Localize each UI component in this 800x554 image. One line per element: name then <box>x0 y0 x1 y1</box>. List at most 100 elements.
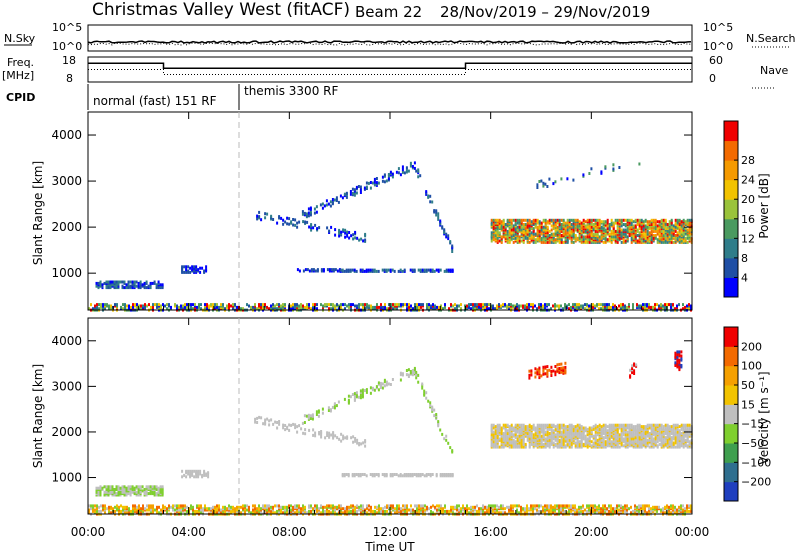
data-cell <box>113 286 116 290</box>
data-cell <box>343 397 346 401</box>
data-cell <box>393 473 396 476</box>
data-cell <box>588 304 590 308</box>
data-cell <box>412 307 414 311</box>
data-cell <box>103 490 106 494</box>
data-cell <box>397 171 400 175</box>
data-cell <box>148 504 150 508</box>
data-cell <box>381 382 384 386</box>
data-cell <box>568 504 570 508</box>
data-cell <box>378 305 380 309</box>
data-cell <box>576 303 578 307</box>
data-cell <box>412 508 414 512</box>
data-cell <box>336 269 339 273</box>
data-cell <box>568 231 571 235</box>
data-cell <box>534 238 537 242</box>
data-cell <box>312 226 315 230</box>
data-cell <box>122 303 124 307</box>
data-cell <box>280 505 282 509</box>
beam-label: Beam 22 <box>355 3 422 21</box>
data-cell <box>137 493 140 497</box>
data-cell <box>373 268 376 272</box>
data-cell <box>359 393 362 397</box>
data-cell <box>437 420 440 424</box>
data-cell <box>452 505 454 509</box>
data-cell <box>294 504 296 508</box>
data-cell <box>148 508 150 512</box>
data-cell <box>382 507 384 511</box>
colorbar-tick-label: 24 <box>741 174 755 187</box>
data-cell <box>360 504 362 508</box>
data-cell <box>244 504 246 508</box>
data-cell <box>367 181 370 185</box>
data-cell <box>348 505 350 509</box>
data-cell <box>214 508 216 512</box>
data-cell <box>534 433 537 437</box>
data-cell <box>117 280 120 284</box>
data-cell <box>628 221 631 225</box>
data-cell <box>441 473 444 476</box>
data-cell <box>110 505 112 509</box>
data-cell <box>530 220 533 224</box>
data-cell <box>654 229 657 233</box>
data-cell <box>466 508 468 512</box>
data-cell <box>494 307 496 311</box>
data-cell <box>634 511 636 515</box>
data-cell <box>445 473 448 476</box>
data-cell <box>199 266 202 270</box>
data-cell <box>498 437 501 441</box>
data-cell <box>646 303 648 307</box>
data-cell <box>320 430 323 433</box>
data-cell <box>512 234 515 237</box>
data-cell <box>356 438 359 442</box>
data-cell <box>570 423 573 427</box>
data-cell <box>670 218 673 222</box>
data-cell <box>506 429 509 433</box>
data-cell <box>560 508 562 512</box>
data-cell <box>546 240 549 244</box>
data-cell <box>429 194 432 198</box>
data-cell <box>584 239 587 243</box>
data-cell <box>540 232 543 236</box>
data-cell <box>216 504 218 508</box>
data-cell <box>189 469 192 473</box>
data-cell <box>588 240 591 244</box>
data-cell <box>630 240 633 244</box>
data-cell <box>314 504 316 508</box>
data-cell <box>326 504 328 508</box>
data-cell <box>354 508 356 512</box>
data-cell <box>94 304 96 308</box>
data-cell <box>626 511 628 515</box>
data-cell <box>502 423 505 427</box>
data-cell <box>396 303 398 307</box>
data-cell <box>397 167 400 171</box>
data-cell <box>450 505 452 509</box>
data-cell <box>399 378 402 382</box>
data-cell <box>107 280 110 284</box>
data-cell <box>552 221 555 225</box>
data-cell <box>542 234 545 237</box>
data-cell <box>550 423 553 427</box>
data-cell <box>419 473 422 476</box>
data-cell <box>364 439 367 443</box>
data-cell <box>349 192 352 196</box>
data-cell <box>566 225 569 229</box>
data-cell <box>371 473 374 476</box>
data-cell <box>145 280 148 284</box>
data-cell <box>121 485 124 489</box>
data-cell <box>248 304 250 308</box>
data-cell <box>132 509 134 513</box>
data-cell <box>442 507 444 511</box>
data-cell <box>332 268 335 272</box>
data-cell <box>472 505 474 509</box>
data-cell <box>423 389 426 393</box>
data-cell <box>398 303 400 307</box>
data-cell <box>98 307 100 311</box>
data-cell <box>294 426 297 430</box>
data-cell <box>574 218 577 222</box>
data-cell <box>646 225 649 229</box>
data-cell <box>520 442 523 446</box>
data-cell <box>352 440 355 444</box>
data-cell <box>343 473 346 476</box>
data-cell <box>536 508 538 512</box>
data-cell <box>352 435 355 439</box>
